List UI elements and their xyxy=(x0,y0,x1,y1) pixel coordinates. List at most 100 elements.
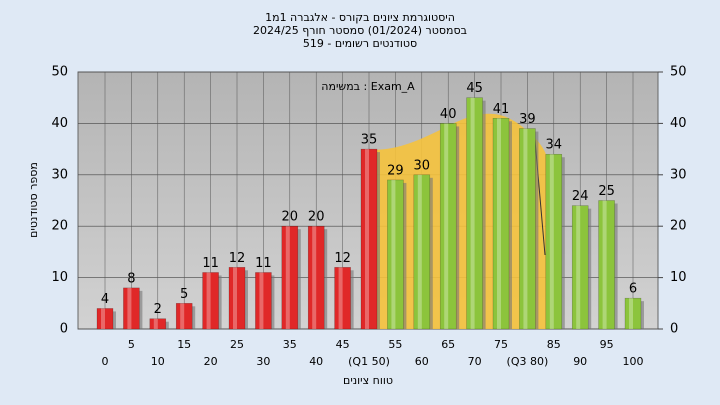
bar xyxy=(624,297,642,330)
value-label: 8 xyxy=(127,271,135,286)
bar-shine xyxy=(338,267,343,329)
y2-tick-label: 0 xyxy=(670,322,678,337)
x-tick-label: 55 xyxy=(388,338,402,351)
bar xyxy=(439,123,457,330)
bar-shine xyxy=(312,226,317,329)
bar xyxy=(519,128,536,330)
value-label: 6 xyxy=(629,282,637,297)
x-tick-label: 25 xyxy=(230,338,244,351)
annotation: במשימה : Exam_A xyxy=(321,80,415,93)
bar-shine xyxy=(285,226,290,329)
bar xyxy=(228,267,246,330)
bar-shine xyxy=(417,174,422,329)
y2-tick-label: 40 xyxy=(670,116,687,131)
bar xyxy=(281,225,299,330)
value-label: 40 xyxy=(440,107,457,122)
x-tick-label: 100 xyxy=(623,355,644,368)
value-label: 41 xyxy=(493,102,510,117)
value-label: 30 xyxy=(414,158,431,173)
bar-shine xyxy=(523,128,528,329)
x-tick-label: 35 xyxy=(283,338,297,351)
bar-shine xyxy=(497,118,501,329)
y-axis-label: מספר סטודנטים xyxy=(27,162,40,238)
value-label: 11 xyxy=(255,256,272,271)
bar xyxy=(149,318,167,330)
x-tick-label: 90 xyxy=(573,355,587,368)
bar-shine xyxy=(391,179,396,329)
x-tick-label: (Q1 50) xyxy=(348,355,390,368)
x-tick-label: 85 xyxy=(547,338,561,351)
bar xyxy=(255,272,272,330)
bar xyxy=(387,179,404,330)
bar xyxy=(360,148,378,330)
value-label: 11 xyxy=(202,256,219,271)
value-label: 2 xyxy=(154,302,162,317)
value-label: 24 xyxy=(572,189,589,204)
y-tick-label: 0 xyxy=(60,322,68,337)
bar xyxy=(598,200,615,330)
x-tick-label: 60 xyxy=(415,355,429,368)
x-tick-label: 65 xyxy=(441,338,455,351)
value-label: 34 xyxy=(546,138,563,153)
value-label: 12 xyxy=(334,251,351,266)
bar-shine xyxy=(127,287,132,329)
bar xyxy=(307,225,325,330)
bar xyxy=(413,174,431,330)
title-line: בסמסטר (01/2024) סמסטר חורף 2024/25 xyxy=(253,24,467,37)
bar-shine xyxy=(576,205,581,329)
value-label: 4 xyxy=(101,292,109,307)
bar-shine xyxy=(180,303,185,329)
value-label: 12 xyxy=(229,251,246,266)
bar-shine xyxy=(602,200,607,329)
bar xyxy=(545,153,563,330)
x-tick-label: 0 xyxy=(102,355,109,368)
x-tick-label: 15 xyxy=(177,338,191,351)
bar xyxy=(96,308,114,330)
y-tick-label: 50 xyxy=(51,65,68,80)
x-tick-label: 10 xyxy=(151,355,165,368)
bar-shine xyxy=(101,308,105,329)
bar xyxy=(123,287,140,330)
value-label: 20 xyxy=(308,210,325,225)
x-tick-label: 70 xyxy=(468,355,482,368)
bar xyxy=(175,303,193,330)
x-tick-label: 95 xyxy=(600,338,614,351)
title-line: היסטוגרמת ציונים בקורס - אלגברה 1מ1 xyxy=(265,11,455,24)
value-label: 35 xyxy=(361,133,378,148)
y2-tick-label: 10 xyxy=(670,270,687,285)
value-label: 5 xyxy=(180,287,188,302)
bar-shine xyxy=(153,318,158,329)
x-tick-label: 40 xyxy=(309,355,323,368)
bar xyxy=(571,205,589,330)
y-tick-label: 40 xyxy=(51,116,68,131)
x-tick-label: 45 xyxy=(336,338,350,351)
bar xyxy=(492,118,510,330)
value-label: 45 xyxy=(466,81,483,96)
y-tick-label: 30 xyxy=(51,167,68,182)
x-tick-label: 30 xyxy=(256,355,270,368)
y2-tick-label: 20 xyxy=(670,219,687,234)
bar xyxy=(334,267,351,330)
bar-shine xyxy=(365,149,369,329)
x-axis-label: טווח ציונים xyxy=(343,374,393,387)
y-tick-label: 20 xyxy=(51,219,68,234)
y2-tick-label: 50 xyxy=(670,65,687,80)
bar-shine xyxy=(629,298,633,329)
x-tick-label: 75 xyxy=(494,338,508,351)
bar xyxy=(202,272,219,330)
bar-shine xyxy=(206,272,211,329)
value-label: 25 xyxy=(598,184,615,199)
bar-shine xyxy=(444,123,449,330)
y-tick-label: 10 xyxy=(51,270,68,285)
value-label: 39 xyxy=(519,112,536,127)
bar-shine xyxy=(470,97,475,329)
y2-tick-label: 30 xyxy=(670,167,687,182)
x-tick-label: (Q3 80) xyxy=(507,355,549,368)
bar xyxy=(466,97,483,330)
bar-shine xyxy=(259,272,264,329)
value-label: 20 xyxy=(282,210,299,225)
bar-shine xyxy=(549,154,554,329)
bar-shine xyxy=(233,267,237,329)
